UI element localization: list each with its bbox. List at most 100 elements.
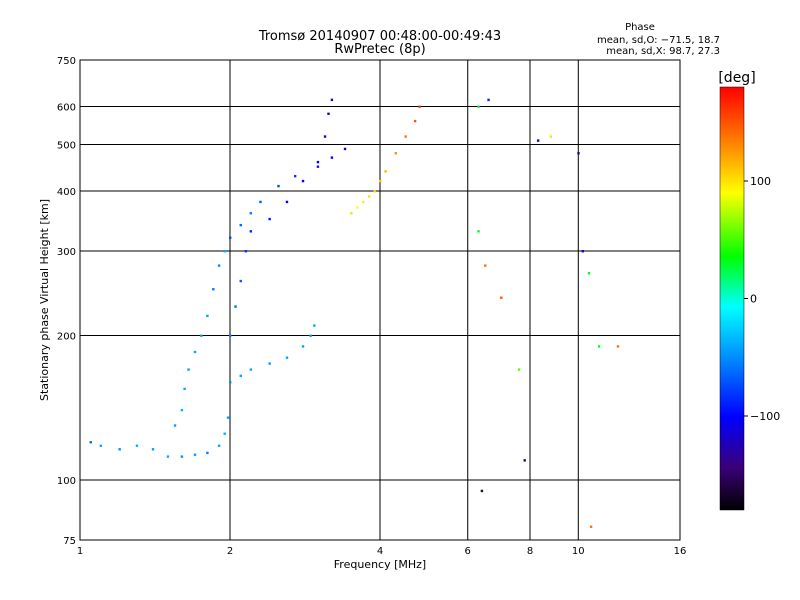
data-point xyxy=(249,368,253,371)
y-tick-label: 300 xyxy=(57,247,76,258)
colorbar-label: [deg] xyxy=(718,70,755,86)
data-point xyxy=(487,98,490,102)
data-point xyxy=(285,200,289,204)
data-point xyxy=(249,230,253,233)
data-point xyxy=(166,455,170,458)
y-tick-label: 600 xyxy=(57,103,76,114)
data-point xyxy=(316,160,320,164)
data-point xyxy=(180,408,184,412)
y-tick-label: 400 xyxy=(57,187,76,198)
data-point xyxy=(239,223,242,227)
data-point xyxy=(89,441,92,444)
chart-subtitle: RwPretec (8p) xyxy=(334,42,425,57)
data-point xyxy=(330,156,334,159)
stats-line-x: mean, sd,X: 98.7, 27.3 xyxy=(606,46,720,57)
data-point xyxy=(517,368,521,371)
colorbar xyxy=(719,86,745,511)
data-point xyxy=(597,345,601,348)
data-point xyxy=(173,424,177,427)
data-point xyxy=(151,448,155,451)
data-point xyxy=(244,250,248,253)
data-point xyxy=(350,212,353,215)
data-point xyxy=(183,387,186,391)
data-point xyxy=(616,345,620,348)
data-point xyxy=(226,416,230,419)
stats-heading: Phase xyxy=(625,22,655,33)
data-point xyxy=(301,345,305,348)
x-tick-label: 10 xyxy=(572,546,585,557)
chart-title: Tromsø 20140907 00:48:00-00:49:43 xyxy=(258,29,501,44)
colorbar-tick-label: 0 xyxy=(750,293,757,306)
data-point xyxy=(330,98,334,102)
data-point xyxy=(587,271,591,275)
data-point xyxy=(323,135,327,138)
data-point xyxy=(206,314,209,318)
y-tick-label: 200 xyxy=(57,332,76,343)
x-tick-label: 8 xyxy=(527,546,533,557)
y-tick-label: 75 xyxy=(63,536,76,547)
data-point xyxy=(223,250,226,253)
data-point xyxy=(418,105,421,108)
x-tick-label: 6 xyxy=(465,546,471,557)
data-point xyxy=(373,190,376,193)
colorbar-tick-label: −100 xyxy=(750,410,780,423)
data-point xyxy=(536,139,540,142)
data-point xyxy=(549,135,553,138)
data-point xyxy=(362,200,365,204)
data-point xyxy=(217,264,221,267)
data-point xyxy=(193,350,197,354)
data-point xyxy=(301,179,305,183)
data-point xyxy=(217,444,221,447)
data-point xyxy=(277,184,280,188)
data-point xyxy=(309,334,312,337)
data-point xyxy=(477,230,480,233)
data-point xyxy=(581,250,584,253)
data-points xyxy=(89,98,620,528)
data-point xyxy=(577,152,580,155)
data-point xyxy=(384,170,387,173)
y-tick-label: 500 xyxy=(57,141,76,152)
data-point xyxy=(229,381,232,384)
data-point xyxy=(500,296,503,299)
axis-ticks: 1 2 4 6 8 10 16 75 100 200 300 400 500 600 750 xyxy=(57,56,686,557)
x-tick-label: 4 xyxy=(377,546,383,557)
data-point xyxy=(187,368,190,371)
data-point xyxy=(394,152,398,155)
colorbar-ticks: 100 0 −100 xyxy=(744,175,780,423)
data-point xyxy=(589,525,593,528)
x-axis-label: Frequency [MHz] xyxy=(334,558,426,571)
data-point xyxy=(180,455,184,458)
data-point xyxy=(313,324,316,327)
data-point xyxy=(206,451,209,455)
data-point xyxy=(480,489,484,493)
colorbar-tick-label: 100 xyxy=(750,175,771,188)
data-point xyxy=(229,334,232,337)
data-point xyxy=(223,432,226,435)
y-axis-label: Stationary phase Virtual Height [km] xyxy=(38,199,51,401)
data-point xyxy=(379,179,382,183)
y-tick-label: 100 xyxy=(57,476,76,487)
data-point xyxy=(234,305,237,308)
data-point xyxy=(293,174,297,178)
data-point xyxy=(316,165,320,168)
data-point xyxy=(229,236,232,239)
data-point xyxy=(477,105,480,108)
data-point xyxy=(356,206,359,209)
data-point xyxy=(200,334,203,337)
grid-lines xyxy=(80,60,680,540)
data-point xyxy=(268,362,271,365)
data-point xyxy=(327,112,330,115)
data-point xyxy=(99,444,103,447)
data-point xyxy=(118,448,121,451)
data-point xyxy=(268,217,271,221)
data-point xyxy=(239,279,242,283)
x-tick-label: 1 xyxy=(77,546,83,557)
data-point xyxy=(249,212,253,215)
data-point xyxy=(343,147,347,151)
data-point xyxy=(135,444,139,447)
x-tick-label: 2 xyxy=(227,546,233,557)
data-point xyxy=(413,119,417,123)
data-point xyxy=(484,264,487,267)
x-tick-label: 16 xyxy=(674,546,687,557)
